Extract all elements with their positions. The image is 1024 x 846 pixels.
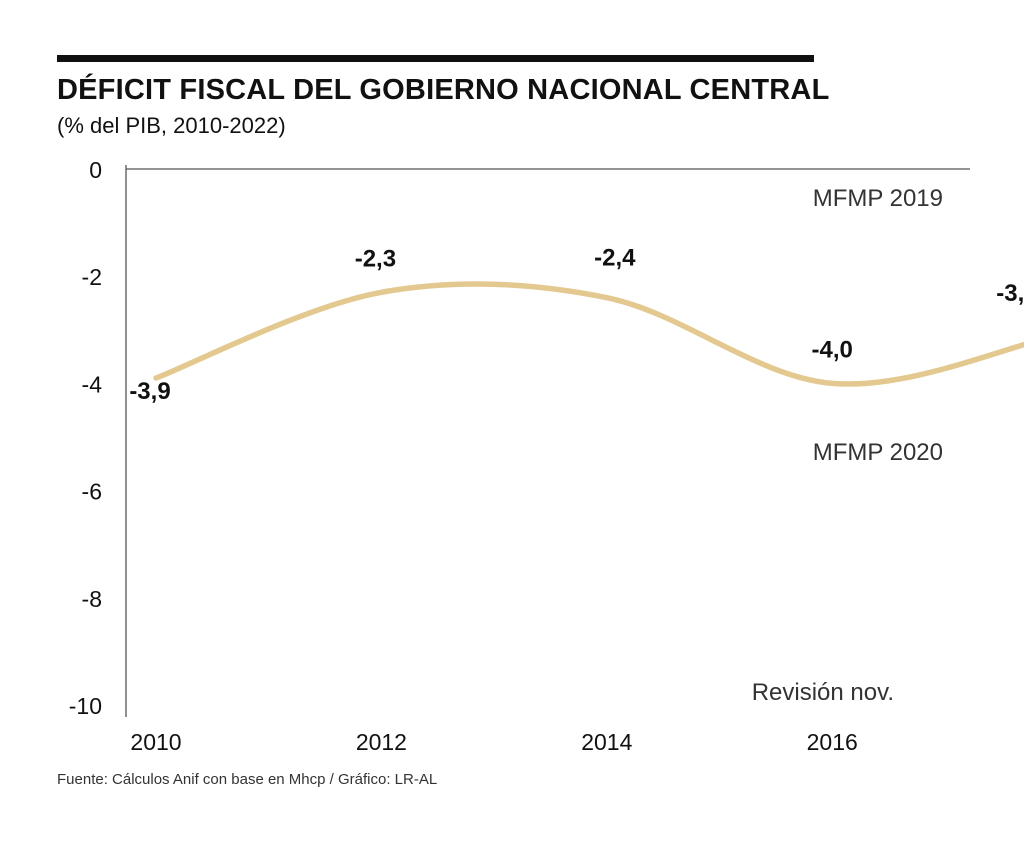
data-label: -2,4 [594,245,636,272]
x-tick-label: 2016 [807,729,858,755]
title-rule [57,55,814,62]
data-label: -3,1 [996,280,1024,307]
chart-subtitle: (% del PIB, 2010-2022) [57,113,286,138]
y-tick-label: -10 [69,693,102,719]
series-label-mfmp-2020: MFMP 2020 [813,439,943,466]
data-label: -3,9 [129,378,170,405]
y-tick-label: -4 [82,371,103,397]
historical-deficit-line [153,281,1024,387]
y-tick-label: -8 [82,586,102,612]
series-label-revision: Revisión nov. [752,679,894,706]
data-label: -4,0 [812,336,853,363]
y-tick-label: -2 [82,264,102,290]
y-tick-label: 0 [89,157,102,183]
chart-title: DÉFICIT FISCAL DEL GOBIERNO NACIONAL CEN… [57,74,830,106]
x-tick-label: 2010 [130,729,181,755]
x-tick-label: 2014 [581,729,632,755]
data-label: -2,3 [355,245,396,272]
source-note: Fuente: Cálculos Anif con base en Mhcp /… [57,771,438,788]
x-tick-label: 2012 [356,729,407,755]
y-tick-label: -6 [82,479,102,505]
series-label-mfmp-2019: MFMP 2019 [813,185,943,212]
